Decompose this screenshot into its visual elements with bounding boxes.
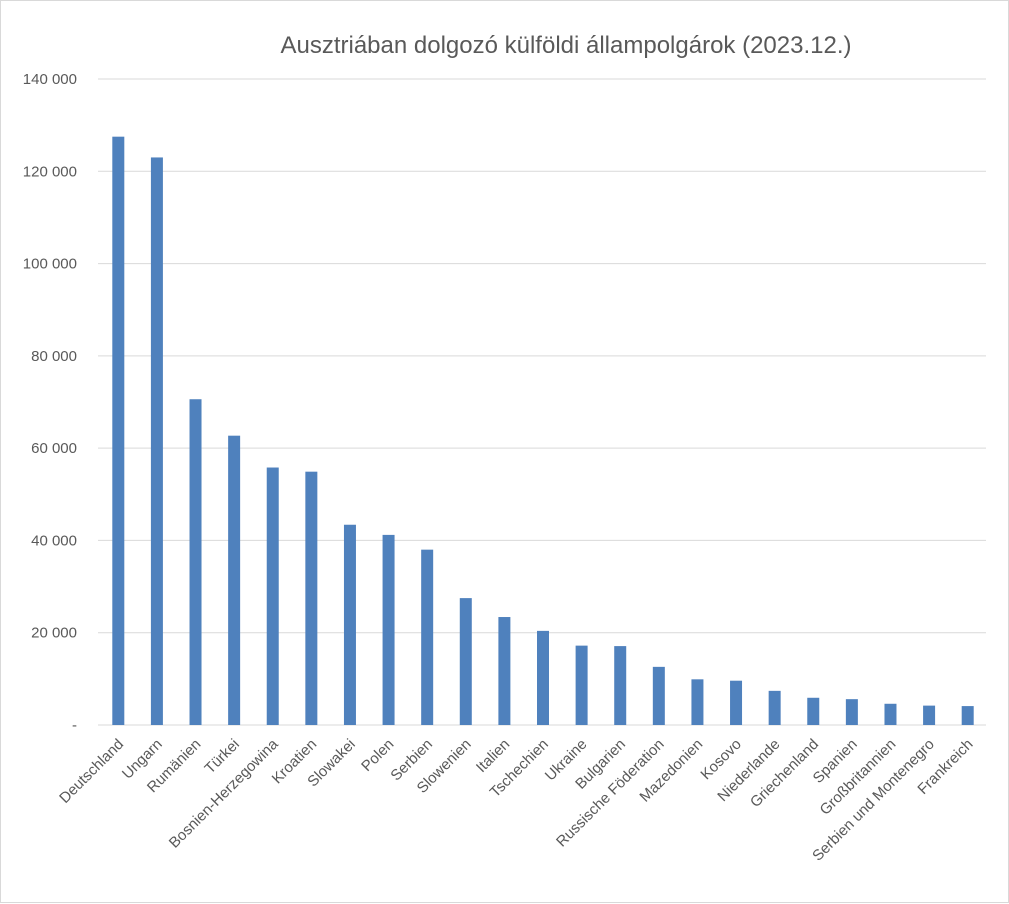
bar <box>730 680 743 725</box>
y-tick-label: 100 000 <box>23 256 77 273</box>
y-tick-label: 140 000 <box>23 71 77 88</box>
bar <box>343 524 356 725</box>
bar <box>845 699 858 725</box>
bars <box>112 136 974 725</box>
y-axis-ticks: - 20 000 40 000 60 000 80 000 100 000 120 000 1… <box>23 71 77 734</box>
bar <box>691 679 704 725</box>
x-axis-labels: DeutschlandUngarnRumänienTürkeiBosnien-H… <box>56 735 976 864</box>
y-tick-label: 40 000 <box>31 532 77 549</box>
bar <box>459 598 472 725</box>
bar <box>884 703 897 725</box>
y-tick-label: 20 000 <box>31 625 77 642</box>
gridlines <box>98 78 986 726</box>
bar <box>537 630 549 725</box>
bar <box>112 136 125 725</box>
bar <box>961 706 974 725</box>
y-tick-label: - <box>72 717 77 734</box>
bar <box>923 705 936 725</box>
y-tick-label: 80 000 <box>31 348 77 365</box>
bar <box>768 690 781 725</box>
bar <box>228 435 241 725</box>
bar <box>382 534 395 725</box>
y-tick-label: 60 000 <box>31 440 77 457</box>
x-tick-label: Deutschland <box>56 736 127 807</box>
bar <box>498 617 511 725</box>
y-tick-label: 120 000 <box>23 163 77 180</box>
bar <box>421 549 434 725</box>
bar <box>305 471 318 725</box>
bar <box>575 645 588 725</box>
bar <box>614 646 627 725</box>
bar <box>150 157 163 725</box>
bar <box>807 697 820 725</box>
bar <box>266 467 279 725</box>
bar <box>189 399 202 725</box>
chart-title: Ausztriában dolgozó külföldi állampolgár… <box>280 32 851 59</box>
bar <box>652 666 665 725</box>
